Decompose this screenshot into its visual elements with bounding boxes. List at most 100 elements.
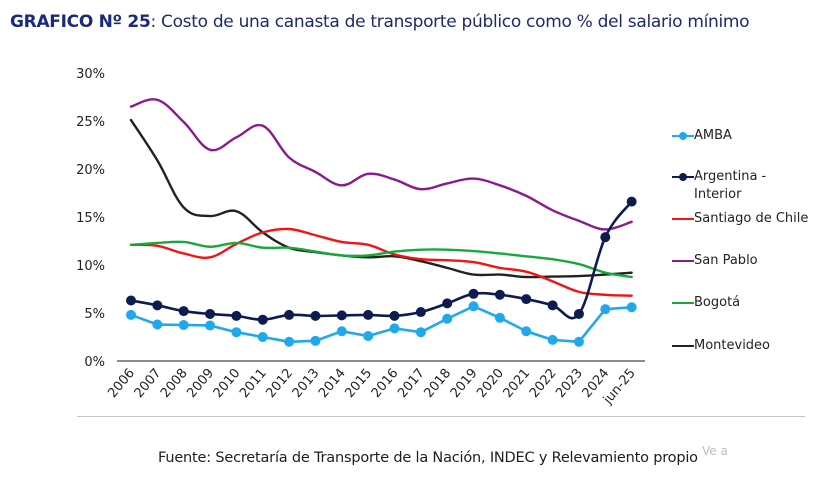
data-point-amba xyxy=(389,323,400,334)
data-point-amba xyxy=(257,332,268,342)
legend-label: Argentina - Interior xyxy=(694,169,767,202)
x-tick-label: 2017 xyxy=(395,366,428,401)
y-tick-label: 30% xyxy=(76,67,105,82)
x-axis: 2006200720082009201020112012201320142015… xyxy=(105,366,638,408)
series-line-montevideo xyxy=(129,118,633,279)
data-point-argentina-interior xyxy=(389,310,400,321)
data-point-argentina-interior xyxy=(468,288,479,299)
x-tick-label: 2023 xyxy=(553,366,586,401)
y-tick-label: 0% xyxy=(84,355,105,370)
data-point-argentina-interior xyxy=(205,308,216,319)
x-tick-label: 2016 xyxy=(369,366,402,401)
data-point-argentina-interior xyxy=(152,300,163,311)
data-point-argentina-interior xyxy=(442,298,453,309)
series-bogota xyxy=(129,240,633,279)
data-point-amba xyxy=(600,304,611,315)
x-tick-label: 2013 xyxy=(290,366,323,401)
legend-item-bogota: Bogotá xyxy=(672,294,740,312)
data-point-amba xyxy=(205,320,216,331)
chart-frame-divider xyxy=(77,416,805,417)
legend-item-amba: AMBA xyxy=(672,127,732,145)
data-point-argentina-interior xyxy=(363,309,374,320)
data-point-amba xyxy=(336,326,347,337)
data-point-amba xyxy=(442,313,453,324)
legend-label: Santiago de Chile xyxy=(694,211,809,226)
series-line-san-pablo xyxy=(129,98,633,231)
data-point-argentina-interior xyxy=(547,300,558,311)
x-tick-label: 2010 xyxy=(211,366,244,401)
data-point-amba xyxy=(310,335,321,346)
series-san-pablo xyxy=(129,98,633,231)
activation-watermark: Ve a xyxy=(702,444,728,458)
x-tick-label: 2007 xyxy=(132,366,165,401)
x-tick-label: 2006 xyxy=(105,366,138,401)
data-point-amba xyxy=(547,334,558,345)
data-point-amba xyxy=(126,309,136,320)
x-tick-label: 2014 xyxy=(316,366,349,401)
data-point-amba xyxy=(626,302,637,313)
legend-swatch-icon xyxy=(672,337,694,355)
data-point-amba xyxy=(521,326,532,337)
chart-number: GRAFICO Nº 25 xyxy=(10,12,151,32)
y-tick-label: 5% xyxy=(84,307,105,322)
data-point-argentina-interior xyxy=(178,306,189,317)
series-santiago-de-chile xyxy=(129,227,633,297)
chart-title: GRAFICO Nº 25: Costo de una canasta de t… xyxy=(10,12,750,32)
data-point-argentina-interior xyxy=(231,310,242,321)
series-montevideo xyxy=(129,118,633,279)
x-tick-label: 2021 xyxy=(501,366,534,401)
data-point-amba xyxy=(494,312,505,323)
legend-item-santiago-de-chile: Santiago de Chile xyxy=(672,210,808,228)
legend-swatch-icon xyxy=(672,127,694,145)
x-tick-label: 2015 xyxy=(342,366,375,401)
legend-swatch-icon xyxy=(672,168,694,186)
y-axis: 0% 5% 10% 15% 20% 25% 30% xyxy=(76,67,105,370)
data-point-argentina-interior xyxy=(310,310,321,321)
x-tick-label: 2011 xyxy=(237,366,270,401)
data-point-argentina-interior xyxy=(626,196,637,207)
data-point-amba xyxy=(284,336,295,347)
x-tick-label: 2008 xyxy=(158,366,191,401)
legend-label: San Pablo xyxy=(694,253,758,268)
data-point-argentina-interior xyxy=(336,310,347,321)
data-point-argentina-interior xyxy=(600,232,611,243)
legend-label: Montevideo xyxy=(694,338,771,353)
x-tick-label: 2020 xyxy=(474,366,507,401)
data-point-argentina-interior xyxy=(415,307,426,318)
data-point-argentina-interior xyxy=(126,295,136,306)
data-point-amba xyxy=(178,320,189,330)
y-tick-label: 15% xyxy=(76,211,105,226)
data-point-argentina-interior xyxy=(494,289,505,300)
series-amba xyxy=(126,301,637,347)
data-point-amba xyxy=(468,301,479,312)
data-point-argentina-interior xyxy=(284,309,295,320)
x-tick-label: 2012 xyxy=(263,366,296,401)
data-point-argentina-interior xyxy=(573,308,584,319)
x-tick-label: 2022 xyxy=(527,366,560,401)
x-tick-label: 2019 xyxy=(448,366,481,401)
series-line-santiago-de-chile xyxy=(129,227,633,297)
data-point-amba xyxy=(363,331,374,342)
series-line-bogota xyxy=(129,240,633,279)
y-tick-label: 20% xyxy=(76,163,105,178)
legend-label: AMBA xyxy=(694,128,732,143)
y-tick-label: 10% xyxy=(76,259,105,274)
y-tick-label: 25% xyxy=(76,115,105,130)
series-argentina-interior xyxy=(126,196,637,325)
source-note: Fuente: Secretaría de Transporte de la N… xyxy=(158,450,698,466)
data-point-amba xyxy=(152,319,163,330)
data-point-argentina-interior xyxy=(521,294,532,305)
plot-area xyxy=(126,98,637,347)
legend-item-san-pablo: San Pablo xyxy=(672,252,758,270)
data-point-amba xyxy=(573,336,584,347)
x-tick-label: 2009 xyxy=(184,366,217,401)
legend-swatch-icon xyxy=(672,252,694,270)
x-tick-label: 2018 xyxy=(422,366,455,401)
legend-label: Bogotá xyxy=(694,295,741,310)
legend-item-montevideo: Montevideo xyxy=(672,337,770,355)
data-point-amba xyxy=(231,327,242,338)
chart-title-text: : Costo de una canasta de transporte púb… xyxy=(150,12,750,32)
legend-swatch-icon xyxy=(672,210,694,228)
legend-item-argentina-interior: Argentina - Interior xyxy=(672,168,766,204)
